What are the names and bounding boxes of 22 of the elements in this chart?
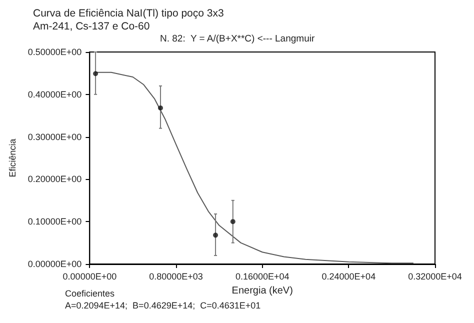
y-tick-label: 0.00000E+00: [28, 259, 82, 269]
point: [93, 71, 98, 76]
x-tick-label: 0.00000E+00: [62, 272, 117, 282]
text: A=0.2094E+14; B=0.4629E+14; C=0.4631E+01: [65, 300, 261, 310]
point: [230, 219, 236, 224]
y-tick-label: 0.10000E+00: [28, 216, 82, 227]
chart-subtitle: Am-241, Cs-137 e Co-60: [33, 20, 150, 32]
y-axis-title: Eficiência: [8, 138, 18, 178]
chart-title: Curva de Eficiência NaI(Tl) tipo poço 3x3: [33, 8, 224, 20]
point: [213, 232, 218, 238]
point: [158, 105, 163, 110]
y-tick-label: 0.20000E+00: [28, 174, 82, 184]
x-tick-label: 0.32000E+04: [408, 272, 462, 282]
x-tick-label: 0.16000E+04: [235, 272, 290, 282]
x-axis-title: Energia (keV): [232, 285, 293, 296]
x-tick-label: 0.24000E+04: [322, 272, 376, 282]
text: N. 82: Y = A/(B+X**C) <--- Langmuir: [160, 34, 315, 44]
y-tick-label: 0.30000E+00: [28, 132, 82, 142]
x-tick-label: 0.80000E+03: [149, 272, 203, 282]
text: Coeficientes: [65, 288, 116, 298]
y-tick-label: 0.50000E+00: [28, 47, 82, 57]
y-tick-label: 0.40000E+00: [28, 89, 82, 100]
